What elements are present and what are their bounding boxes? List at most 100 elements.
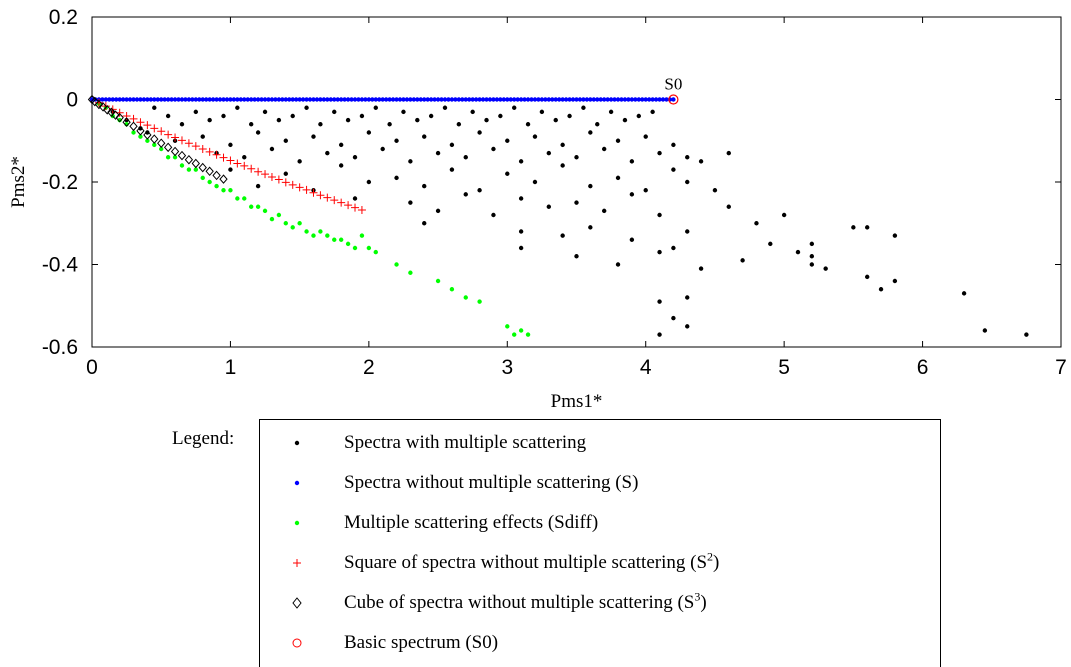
- series-0-point: [581, 105, 586, 110]
- series-1-point: [643, 97, 648, 102]
- series-2-point: [449, 287, 455, 292]
- series-1-point: [453, 97, 458, 102]
- series-0-point: [456, 122, 462, 127]
- series-1-point: [397, 97, 403, 102]
- legend-item: Multiple scattering effects (Sdiff): [260, 505, 940, 541]
- legend-heading: Legend:: [172, 428, 235, 449]
- series-0-point: [657, 249, 662, 255]
- series-1-point: [543, 97, 548, 102]
- series-1-point: [114, 97, 119, 102]
- series-0-point: [671, 167, 676, 172]
- series-3-point: [254, 167, 263, 176]
- series-1-point: [480, 97, 486, 102]
- series-0-point: [588, 183, 593, 189]
- series-4-point: [170, 146, 180, 157]
- series-2-point: [117, 117, 122, 123]
- series-0-point: [712, 188, 718, 193]
- series-1-point: [550, 97, 555, 102]
- series-1-point: [605, 97, 610, 102]
- y-axis-title: Pms2*: [8, 156, 29, 208]
- series-0-point: [608, 109, 614, 115]
- series-3-point: [184, 139, 193, 148]
- series-1-point: [390, 97, 396, 102]
- series-1-point: [598, 97, 603, 102]
- series-0-point: [768, 241, 773, 247]
- series-0-point: [338, 163, 344, 168]
- series-0-point: [518, 229, 524, 234]
- series-0-point: [359, 113, 365, 119]
- series-3-point: [351, 203, 360, 212]
- series-2-point: [131, 130, 136, 135]
- series-2-point: [248, 204, 254, 209]
- series-1-point: [467, 97, 472, 102]
- series-0-point: [553, 117, 558, 123]
- series-4-point: [107, 107, 116, 118]
- series-4-point: [163, 142, 173, 153]
- series-3-point: [143, 121, 152, 130]
- series-1-point: [581, 97, 586, 102]
- series-1-point: [532, 97, 538, 102]
- series-1-point: [636, 97, 641, 102]
- series-0-point: [498, 113, 503, 119]
- series-0-point: [560, 142, 565, 148]
- series-3-point: [240, 161, 249, 170]
- series-1-point: [152, 97, 157, 102]
- series-1-point: [487, 97, 493, 102]
- series-1-point: [560, 97, 565, 102]
- series-1-point: [439, 97, 444, 102]
- y-tick-label: 0: [66, 89, 78, 112]
- series-1-point: [190, 97, 195, 102]
- series-1-point: [148, 97, 154, 102]
- series-1-point: [377, 97, 382, 102]
- series-1-point: [311, 97, 316, 102]
- series-1-point: [567, 97, 572, 102]
- series-0-point: [539, 109, 545, 115]
- series-1-point: [266, 97, 271, 102]
- series-1-point: [359, 97, 365, 102]
- legend-marker-circle-icon: [282, 625, 312, 661]
- legend-label: Spectra without multiple scattering (S): [344, 472, 639, 493]
- series-2-point: [152, 142, 157, 148]
- series-1-point: [505, 97, 510, 102]
- series-2-point: [228, 188, 233, 193]
- series-0-point: [505, 171, 510, 176]
- series-0-point: [643, 134, 648, 139]
- series-1-point: [127, 97, 133, 102]
- series-0-point: [650, 109, 655, 115]
- series-1-point: [591, 97, 597, 102]
- series-1-point: [553, 97, 558, 102]
- series-0-point: [671, 245, 676, 251]
- series-1-point: [273, 97, 278, 102]
- series-1-point: [325, 97, 330, 102]
- series-1-point: [290, 97, 295, 102]
- series-3-point: [344, 201, 353, 210]
- plot-frame: [91, 16, 1062, 348]
- series-0-point: [615, 138, 621, 143]
- series-0-point: [560, 163, 565, 168]
- series-0-point: [636, 113, 641, 119]
- series-1-point: [345, 97, 351, 102]
- series-1-point: [332, 97, 337, 102]
- x-axis-title: Pms1*: [551, 391, 603, 412]
- series-2-point: [311, 233, 316, 238]
- series-0-point: [138, 126, 143, 131]
- series-1-point: [335, 97, 340, 102]
- series-3-point: [177, 136, 186, 145]
- series-1-point: [612, 97, 617, 102]
- series-4-point: [157, 138, 166, 148]
- legend-marker-plus-icon: [282, 545, 312, 581]
- series-1-point: [408, 97, 413, 102]
- legend-box: Spectra with multiple scattering Spectra …: [259, 419, 941, 667]
- series-4-point: [219, 174, 228, 184]
- series-1-point: [411, 97, 417, 102]
- series-0-point: [338, 142, 344, 148]
- series-1-point: [622, 97, 628, 102]
- series-1-point: [366, 97, 372, 102]
- series-0-point: [366, 130, 372, 135]
- series-0-point: [325, 150, 330, 156]
- series-0-point: [518, 159, 524, 164]
- series-0-point: [297, 159, 302, 164]
- series-0-point: [588, 225, 593, 230]
- series-0-point: [685, 155, 690, 160]
- series-1-point: [262, 97, 268, 102]
